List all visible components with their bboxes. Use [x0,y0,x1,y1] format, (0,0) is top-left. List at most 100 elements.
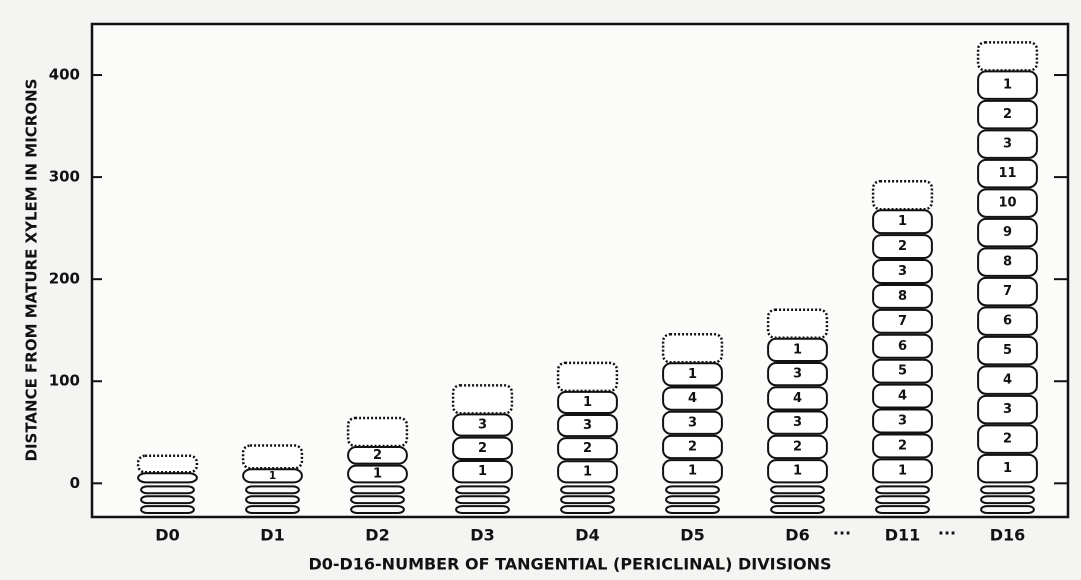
cell-label: 1 [1003,78,1012,93]
cell [977,188,1038,218]
cell [662,434,723,460]
cell [977,129,1038,159]
gap-mark: ··· [938,524,956,543]
cell [872,433,933,459]
cell-label: 1 [583,395,592,410]
cell [662,410,723,435]
cell-label: 4 [793,391,802,406]
cambium-cap [451,384,514,415]
cell [977,276,1038,307]
cell-label: 4 [898,389,907,404]
cell-label: 8 [1003,255,1012,270]
cell-label: 2 [898,438,907,453]
cell [977,217,1038,248]
xylem-cell [875,495,930,505]
cell-label: 3 [898,414,907,429]
cell [767,386,828,411]
xylem-cell [770,505,825,515]
cell-label: 1 [898,214,907,229]
y-axis-label: DISTANCE FROM MATURE XYLEM IN MICRONS [23,79,41,462]
cell-label: 5 [898,364,907,379]
cell [977,247,1038,277]
cell-label: 3 [793,415,802,430]
cell-label: 1 [1003,461,1012,476]
cell-label: 1 [793,464,802,479]
x-tick-label: D1 [260,526,284,545]
y-tick-label: 0 [70,474,80,492]
xylem-cell [665,505,720,515]
cell [977,424,1038,454]
cell [767,337,828,363]
cambium-cap [556,361,619,393]
y-tick-label: 100 [49,372,80,390]
xylem-cell [350,505,405,515]
cell-label: 3 [478,417,487,432]
x-tick-label: D6 [785,526,809,545]
cell [662,386,723,411]
xylem-cell [980,505,1035,515]
y-tick-label: 300 [49,168,80,186]
cell [557,460,618,484]
xylem-cell [245,495,300,505]
cell [557,390,618,414]
cell-label: 3 [583,418,592,433]
cell-label: 6 [898,339,907,354]
cell [452,436,513,460]
cell-label: 1 [898,463,907,478]
cell-label: 3 [898,264,907,279]
cell [767,362,828,387]
cell-label: 2 [478,441,487,456]
cell-label: 10 [998,196,1016,211]
cell-label: 4 [1003,373,1012,388]
cambium-cap [766,308,829,340]
cell [347,445,408,465]
cell [872,408,933,434]
cell-label: 1 [688,464,697,479]
cell [977,394,1038,425]
cell [977,306,1038,336]
cell-label: 2 [793,439,802,454]
cell [872,458,933,484]
xylem-cell [770,495,825,505]
cell [767,434,828,460]
cell-label: 5 [1003,343,1012,358]
cell [872,259,933,284]
cell [872,234,933,260]
cell-label: 2 [898,239,907,254]
cell-label: 2 [688,440,697,455]
cell [977,365,1038,395]
cell-label: 11 [998,166,1016,181]
x-tick-label: D2 [365,526,389,545]
cambium-cap [346,416,409,448]
x-tick-label: D5 [680,526,704,545]
x-tick-label: D4 [575,526,599,545]
cell-label: 7 [898,314,907,329]
cell-label: 8 [898,289,907,304]
cell-label: 3 [793,367,802,382]
cell [557,437,618,461]
cell [872,283,933,309]
cell [557,413,618,438]
x-tick-label: D11 [885,526,921,545]
cell-label: 1 [688,367,697,382]
xylem-cell [665,485,720,495]
cell-label: 2 [1003,107,1012,122]
xylem-cell [665,495,720,505]
cell [872,209,933,235]
xylem-cell [980,485,1035,495]
cambium-cap [241,444,304,470]
xylem-cell [980,495,1035,505]
cell [662,362,723,387]
xylem-cell [350,485,405,495]
gap-mark: ··· [833,524,851,543]
cell [767,410,828,435]
xylem-cell [455,495,510,505]
cell-label: 2 [1003,432,1012,447]
xylem-cell [140,505,195,515]
cell-label: 7 [1003,284,1012,299]
cell-label: 1 [793,342,802,357]
y-tick-label: 200 [49,270,80,288]
xylem-cell [560,495,615,505]
cell-label: 1 [478,464,487,479]
